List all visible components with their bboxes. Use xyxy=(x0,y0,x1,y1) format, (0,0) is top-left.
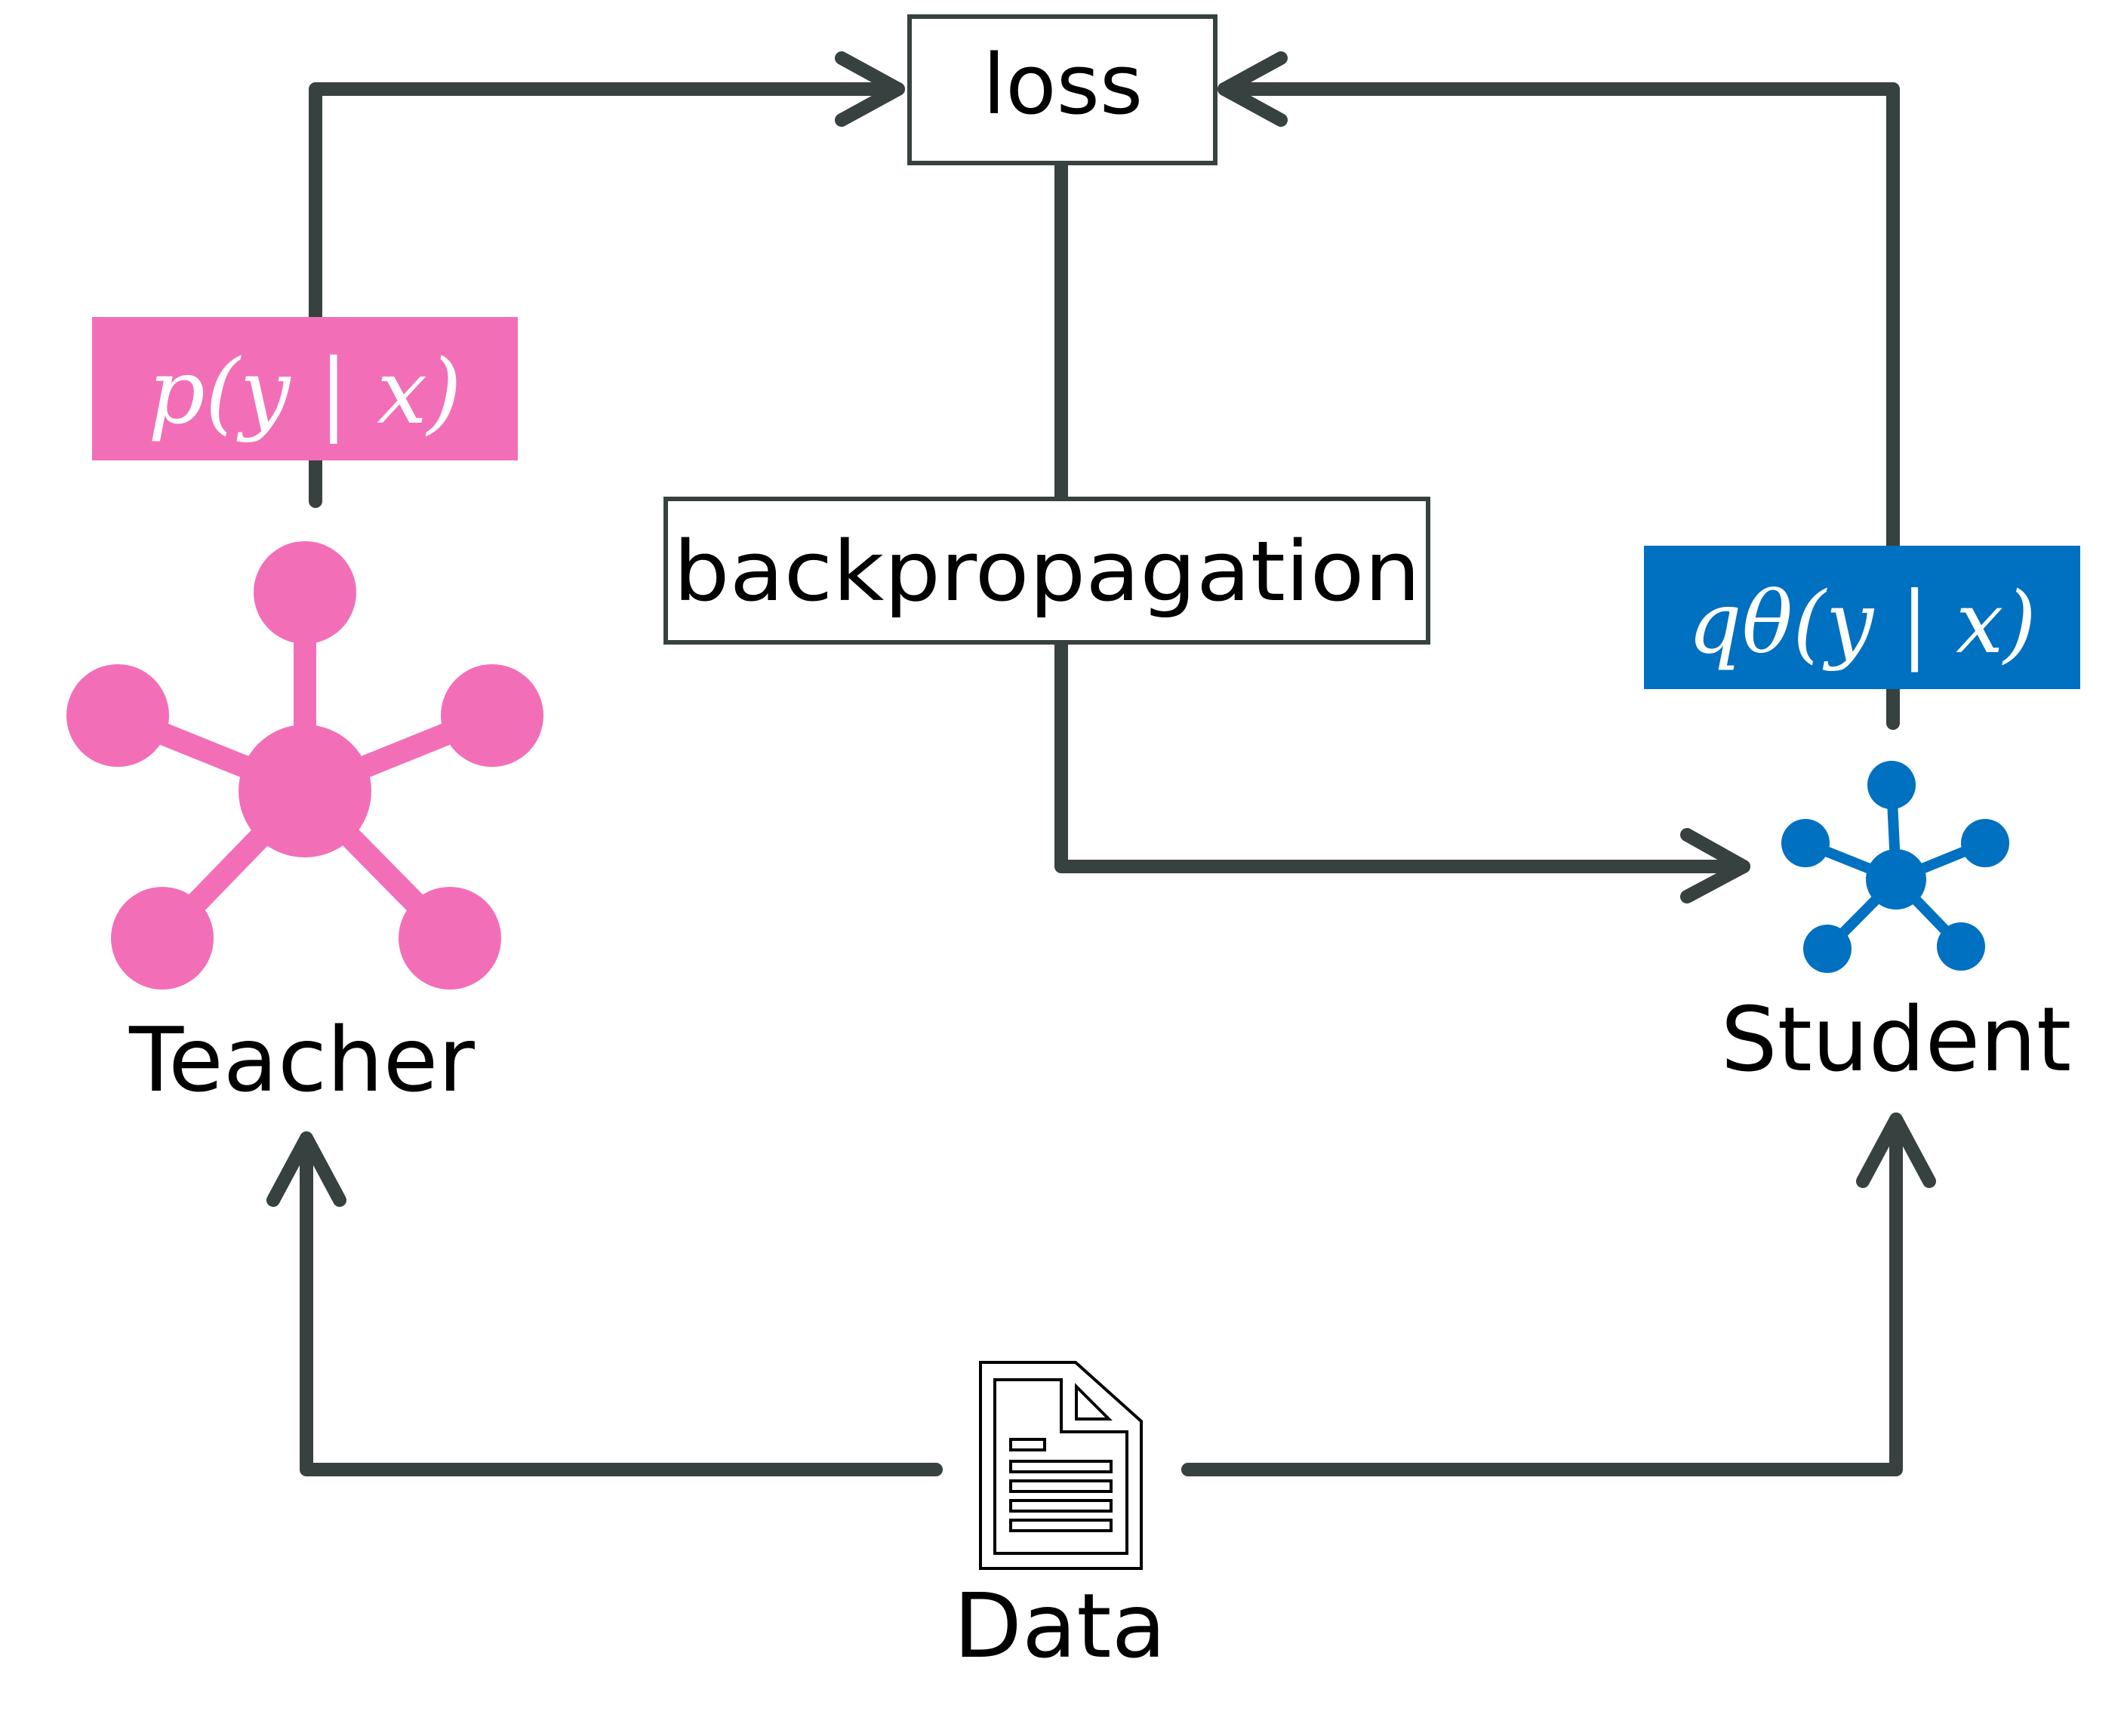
document-icon xyxy=(979,1361,1143,1570)
teacher-output-box xyxy=(92,317,518,460)
student-output-box xyxy=(1644,546,2080,689)
loss-box: loss xyxy=(907,14,1217,165)
teacher-to-loss-arrowhead xyxy=(835,51,905,127)
network-icon xyxy=(1781,761,2009,973)
student-to-loss-arrowhead xyxy=(1217,51,1288,127)
backprop-arrowhead xyxy=(1680,828,1750,903)
data-to-student-arrow xyxy=(1181,1113,1903,1476)
network-icon xyxy=(66,541,543,990)
student-output-text: qθ(y | x) xyxy=(1688,574,2036,673)
student-to-loss-arrow xyxy=(1217,82,1900,730)
teacher-output-text: p(y | x) xyxy=(148,340,462,444)
teacher-label: Teacher xyxy=(128,1008,475,1112)
loss-label: loss xyxy=(983,36,1143,133)
student-label: Student xyxy=(1721,987,2072,1091)
data-label: Data xyxy=(953,1574,1166,1678)
teacher-output-label: p(y | x) xyxy=(92,317,518,460)
backpropagation-label: backpropagation xyxy=(673,523,1421,620)
data-to-teacher-arrow xyxy=(300,1131,943,1476)
student-output-label: qθ(y | x) xyxy=(1644,546,2080,689)
backpropagation-box: backpropagation xyxy=(663,497,1430,645)
data-to-student-arrowhead xyxy=(1856,1113,1936,1188)
backprop-arrow xyxy=(1054,158,1750,873)
data-to-teacher-arrowhead xyxy=(266,1131,346,1207)
